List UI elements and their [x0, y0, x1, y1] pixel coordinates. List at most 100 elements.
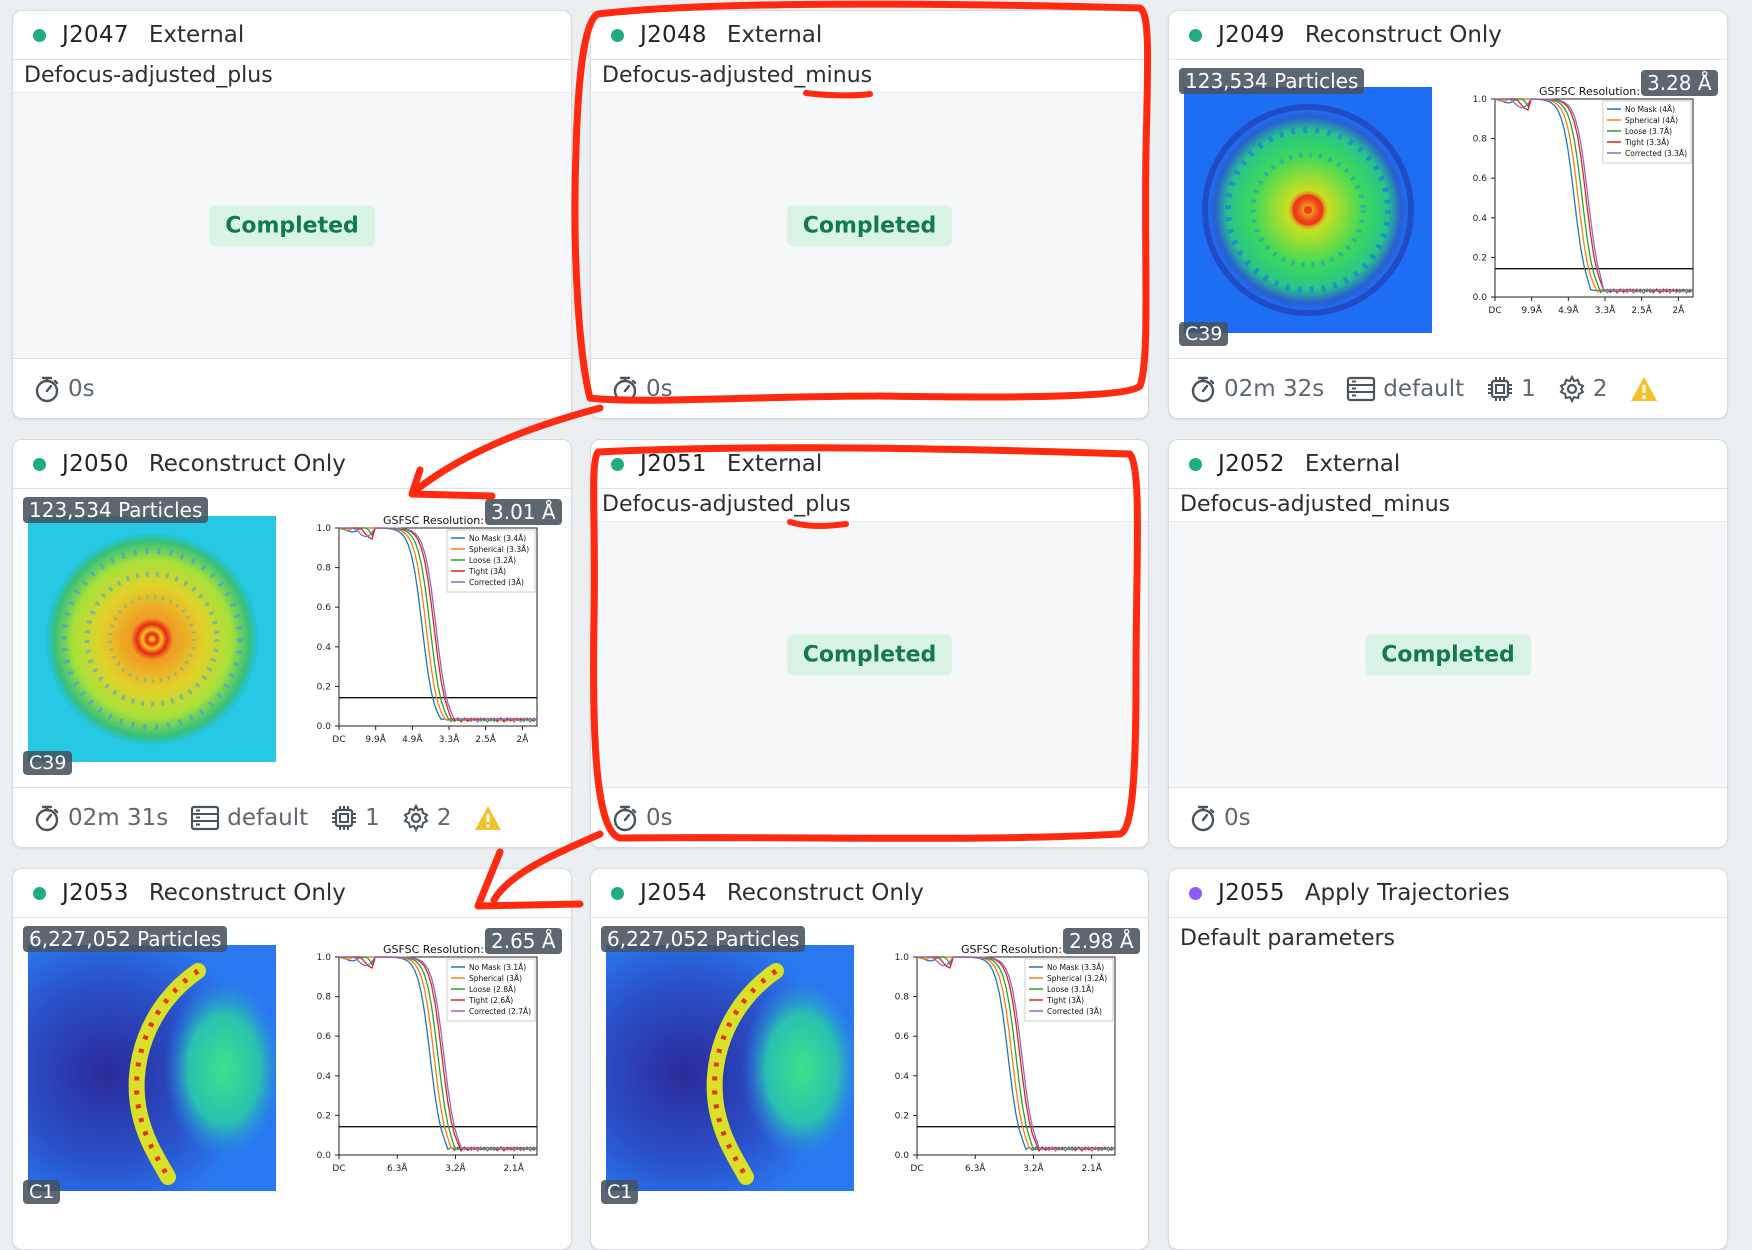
job-id[interactable]: J2054: [640, 880, 707, 906]
y-tick-label: 1.0: [317, 524, 332, 534]
y-tick-label: 0.8: [317, 564, 332, 574]
resolution-tag: 2.98 Å: [1063, 928, 1140, 954]
runtime-value: 02m 32s: [1224, 375, 1325, 402]
job-title: Reconstruct Only: [726, 880, 924, 906]
warning-icon[interactable]: [473, 804, 503, 832]
job-id[interactable]: J2047: [62, 22, 129, 48]
server-icon: [1347, 376, 1376, 401]
legend-entry: No Mask (3.1Å): [469, 963, 526, 972]
y-tick-label: 0.0: [317, 1151, 332, 1161]
x-tick-label: 2Å: [1672, 304, 1685, 316]
job-id[interactable]: J2055: [1218, 880, 1285, 906]
x-tick-label: 2.5Å: [475, 733, 496, 745]
card-header: J2054 Reconstruct Only: [591, 869, 1148, 918]
particle-count-tag: 6,227,052 Particles: [601, 926, 806, 952]
job-card-j2049[interactable]: J2049 Reconstruct Only 123,534 Particles…: [1168, 10, 1728, 419]
y-tick-label: 0.2: [1473, 253, 1487, 263]
job-id[interactable]: J2053: [62, 880, 129, 906]
job-title: Reconstruct Only: [148, 880, 346, 906]
stopwatch-icon: [1191, 805, 1215, 831]
y-tick-label: 1.0: [895, 953, 910, 963]
job-card-j2055[interactable]: J2055 Apply Trajectories Default paramet…: [1168, 868, 1728, 1250]
status-dot: [1189, 28, 1202, 42]
fsc-plot: GSFSC Resolution: 1.0 0.8 0.6 0.4 0.2 0.0DC 9.9…: [1473, 85, 1694, 316]
y-tick-label: 0.6: [317, 1032, 332, 1042]
gpu-count: 1: [1486, 375, 1536, 403]
volume-thumbnail[interactable]: [1184, 87, 1432, 333]
fsc-curve: [339, 956, 538, 1153]
legend-entry: No Mask (4Å): [1625, 105, 1675, 114]
card-header: J2050 Reconstruct Only: [13, 440, 571, 489]
job-subtitle: Defocus-adjusted_plus: [13, 60, 571, 93]
job-title: External: [1304, 451, 1401, 477]
status-badge: Completed: [209, 205, 375, 246]
cpu-chip-icon: [332, 805, 357, 830]
job-card-j2054[interactable]: J2054 Reconstruct Only 6,227,052 Particl…: [590, 868, 1149, 1250]
job-id[interactable]: J2049: [1218, 22, 1285, 48]
fsc-curve: [917, 956, 1116, 1152]
status-dot: [1189, 457, 1202, 471]
x-tick-label: DC: [910, 1164, 923, 1174]
fsc-curve: [339, 527, 538, 724]
resolution-tag: 2.65 Å: [485, 928, 562, 954]
job-id[interactable]: J2048: [640, 22, 707, 48]
card-header: J2053 Reconstruct Only: [13, 869, 571, 918]
job-id[interactable]: J2051: [640, 451, 707, 477]
x-tick-label: 2.1Å: [1081, 1162, 1102, 1174]
legend-entry: Corrected (3Å): [469, 578, 524, 587]
legend-entry: Spherical (3.2Å): [1047, 974, 1107, 983]
status-badge: Completed: [1365, 634, 1531, 675]
card-footer: 0s: [13, 358, 571, 418]
card-footer: 02m 32s default 1 2: [1169, 358, 1727, 418]
card-header: J2051 External: [591, 440, 1148, 489]
card-header: J2048 External: [591, 11, 1148, 60]
job-subtitle: Defocus-adjusted_minus: [591, 60, 1148, 93]
job-card-j2053[interactable]: J2053 Reconstruct Only 6,227,052 Particl…: [12, 868, 572, 1250]
job-title: External: [726, 22, 823, 48]
y-tick-label: 0.4: [317, 1072, 332, 1082]
fsc-plot: GSFSC Resolution: 1.0 0.8 0.6 0.4 0.2 0.0DC 6.3…: [895, 943, 1116, 1174]
job-id[interactable]: J2052: [1218, 451, 1285, 477]
runtime: 0s: [611, 804, 673, 832]
density-map-image: [28, 516, 276, 762]
runtime: 0s: [1189, 804, 1251, 832]
x-tick-label: 2.5Å: [1631, 304, 1652, 316]
y-tick-label: 0.2: [895, 1111, 909, 1121]
legend-entry: Tight (3Å): [468, 567, 506, 576]
runtime-value: 02m 31s: [68, 804, 169, 831]
job-card-j2048[interactable]: J2048 External Defocus-adjusted_minus Co…: [590, 10, 1149, 419]
job-id[interactable]: J2050: [62, 451, 129, 477]
x-tick-label: 2.1Å: [503, 1162, 524, 1174]
job-card-j2050[interactable]: J2050 Reconstruct Only 123,534 Particles…: [12, 439, 572, 848]
volume-thumbnail[interactable]: [28, 945, 276, 1191]
card-header: J2055 Apply Trajectories: [1169, 869, 1727, 918]
card-footer: 0s: [1169, 787, 1727, 847]
runtime: 02m 31s: [33, 804, 168, 832]
volume-thumbnail[interactable]: [28, 516, 276, 762]
particle-count-tag: 123,534 Particles: [23, 497, 209, 523]
legend-entry: Loose (3.1Å): [1047, 985, 1094, 994]
y-tick-label: 0.8: [895, 993, 910, 1003]
gpu-count: 1: [330, 804, 380, 832]
runtime-value: 0s: [1224, 804, 1251, 831]
warning-icon[interactable]: [1629, 375, 1659, 403]
x-tick-label: 6.3Å: [965, 1162, 986, 1174]
y-tick-label: 0.8: [1473, 135, 1488, 145]
density-map-image: [606, 945, 854, 1191]
status-dot: [1189, 886, 1202, 900]
gpu-count-value: 1: [365, 804, 380, 831]
fsc-resolution-label: GSFSC Resolution:: [383, 514, 484, 527]
stopwatch-icon: [35, 805, 59, 831]
y-tick-label: 1.0: [317, 953, 332, 963]
legend-entry: Tight (3Å): [1046, 996, 1084, 1005]
job-card-j2052[interactable]: J2052 External Defocus-adjusted_minus Co…: [1168, 439, 1728, 848]
job-card-j2047[interactable]: J2047 External Defocus-adjusted_plus Com…: [12, 10, 572, 419]
thread-count: 2: [402, 803, 451, 832]
x-tick-label: 3.3Å: [1595, 304, 1616, 316]
status-dot: [611, 457, 624, 471]
job-card-j2051[interactable]: J2051 External Defocus-adjusted_plus Com…: [590, 439, 1149, 848]
volume-thumbnail[interactable]: [606, 945, 854, 1191]
status-dot: [33, 457, 46, 471]
legend-entry: Tight (3.3Å): [1624, 138, 1669, 147]
status-dot: [611, 886, 624, 900]
